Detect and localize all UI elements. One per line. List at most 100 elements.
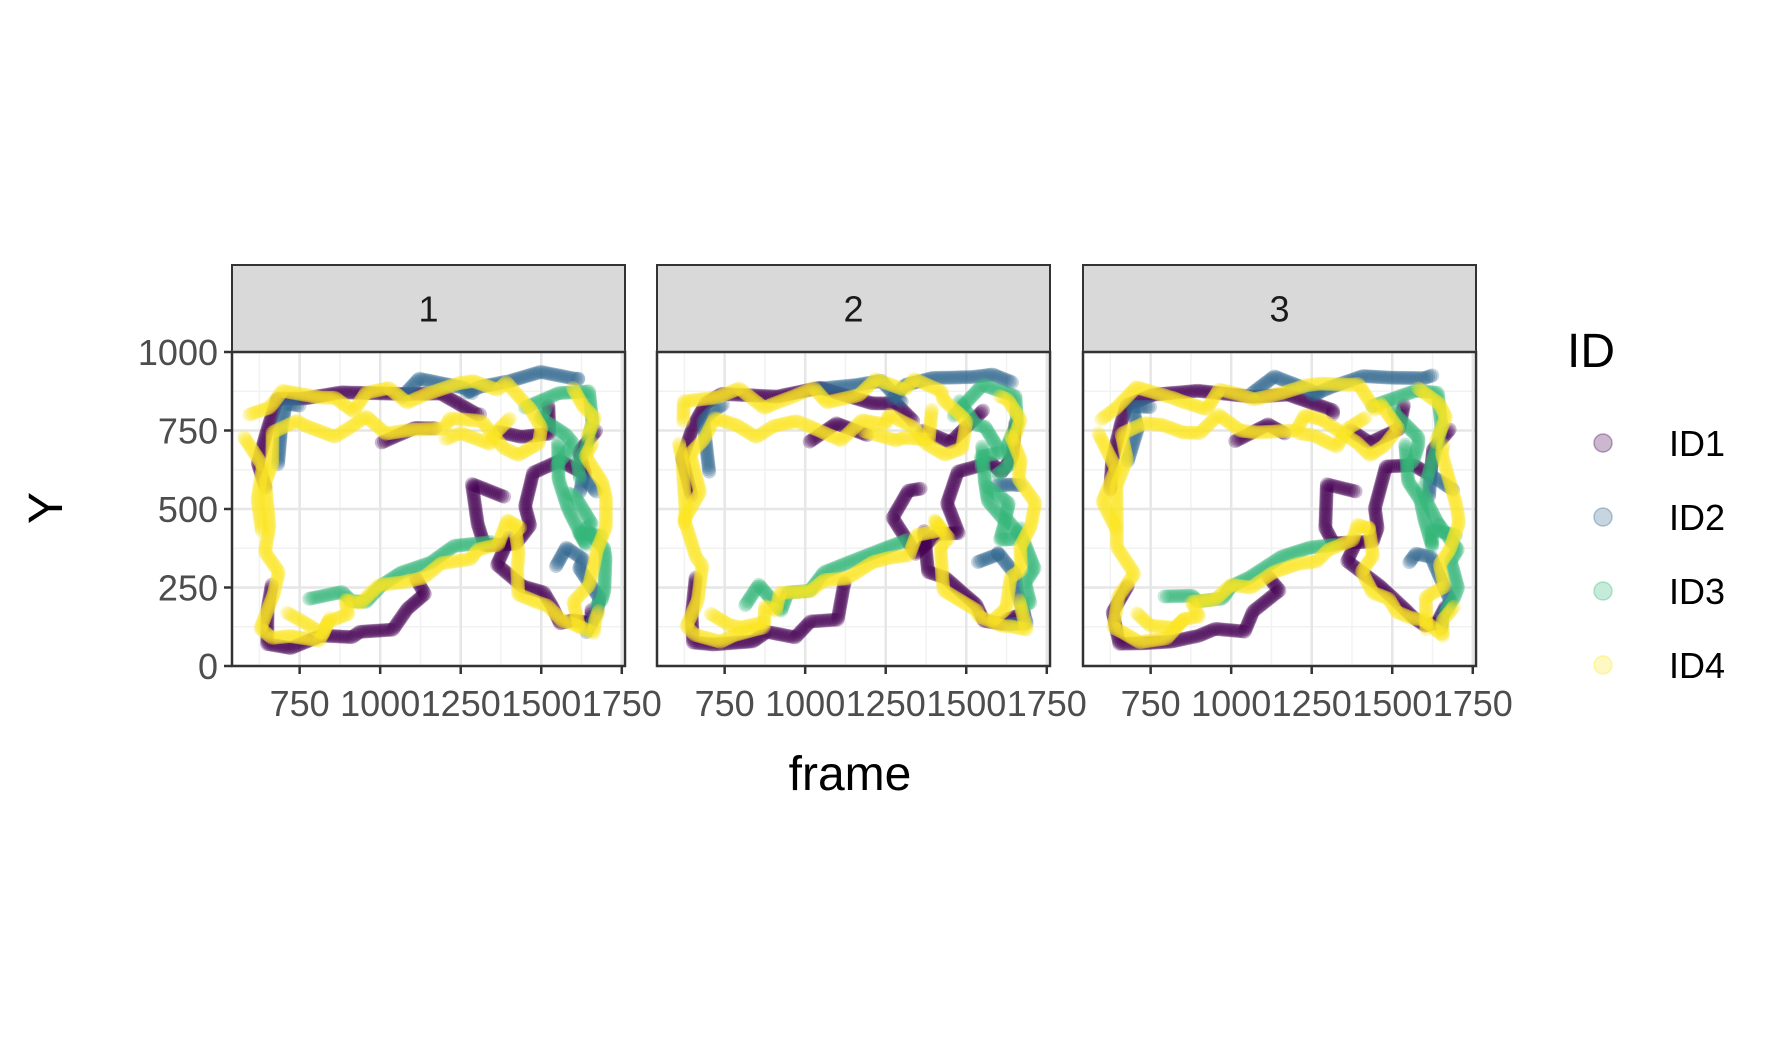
- data-point: [556, 449, 571, 464]
- data-point: [854, 393, 869, 408]
- data-point: [255, 472, 270, 487]
- data-point: [378, 433, 393, 448]
- data-point: [988, 459, 1003, 474]
- data-point: [391, 389, 406, 403]
- data-point: [323, 428, 338, 443]
- data-point: [350, 626, 365, 641]
- data-point: [511, 585, 526, 600]
- data-point: [489, 486, 503, 501]
- data-point: [255, 461, 270, 476]
- data-point: [259, 538, 274, 553]
- data-point: [484, 539, 499, 554]
- data-point: [339, 422, 354, 437]
- data-point: [588, 607, 603, 622]
- data-point: [817, 381, 832, 396]
- data-point: [560, 499, 575, 514]
- data-point: [541, 405, 556, 420]
- data-point: [453, 376, 468, 391]
- data-point: [452, 397, 467, 412]
- data-point: [553, 453, 568, 467]
- data-point: [253, 517, 268, 532]
- data-point: [949, 469, 964, 483]
- data-point: [955, 463, 970, 478]
- data-point: [317, 623, 331, 638]
- data-point: [598, 566, 612, 581]
- data-point: [258, 475, 273, 490]
- data-point: [451, 426, 466, 441]
- data-point: [551, 463, 566, 478]
- data-point: [389, 425, 404, 440]
- data-point: [431, 550, 445, 565]
- data-point: [468, 545, 483, 560]
- data-point: [591, 528, 606, 543]
- data-point: [515, 445, 529, 460]
- data-point: [552, 611, 567, 626]
- data-point: [819, 382, 834, 397]
- data-point: [319, 588, 334, 603]
- data-point: [521, 512, 536, 526]
- data-point: [529, 413, 544, 427]
- data-point: [294, 636, 309, 651]
- data-point: [552, 614, 567, 629]
- data-point: [588, 410, 602, 425]
- data-point: [269, 391, 284, 406]
- data-point: [269, 576, 284, 591]
- data-point: [521, 486, 536, 501]
- data-point: [970, 459, 985, 474]
- data-point: [584, 437, 599, 452]
- data-point: [345, 418, 360, 433]
- data-point: [551, 459, 566, 474]
- data-point: [572, 619, 587, 634]
- data-point: [534, 462, 549, 476]
- data-point: [936, 526, 951, 541]
- data-point: [483, 436, 498, 451]
- data-point: [569, 385, 584, 400]
- data-point: [340, 593, 355, 608]
- data-point: [294, 387, 309, 402]
- data-point: [265, 434, 280, 449]
- data-point: [518, 443, 533, 458]
- data-point: [256, 474, 271, 489]
- data-point: [949, 521, 964, 536]
- data-point: [684, 488, 699, 503]
- data-point: [595, 591, 610, 606]
- data-point: [583, 421, 598, 436]
- data-point: [591, 596, 606, 611]
- data-point: [551, 368, 566, 383]
- data-point: [359, 409, 374, 424]
- data-point: [265, 445, 280, 460]
- data-point: [430, 559, 445, 574]
- data-point: [287, 639, 302, 654]
- data-point: [360, 411, 375, 425]
- data-point: [581, 427, 596, 442]
- data-point: [474, 377, 489, 391]
- data-point: [276, 391, 291, 406]
- data-point: [405, 597, 419, 612]
- data-point: [257, 433, 272, 448]
- data-point: [260, 632, 275, 647]
- data-point: [302, 633, 317, 648]
- data-point: [275, 629, 290, 644]
- data-point: [250, 450, 264, 464]
- data-point: [385, 425, 400, 440]
- data-point: [315, 589, 330, 604]
- data-point: [896, 491, 911, 506]
- data-point: [580, 623, 595, 638]
- data-point: [565, 613, 580, 628]
- data-point: [259, 484, 274, 499]
- data-point: [402, 381, 417, 396]
- data-point: [540, 366, 555, 381]
- data-point: [681, 477, 696, 492]
- data-point: [536, 427, 550, 442]
- data-point: [583, 399, 598, 414]
- data-point: [306, 390, 321, 404]
- data-point: [276, 407, 291, 422]
- data-point: [327, 390, 342, 405]
- data-point: [442, 430, 457, 445]
- data-point: [599, 498, 613, 513]
- data-point: [532, 416, 547, 431]
- data-point: [473, 480, 487, 495]
- data-point: [279, 384, 294, 399]
- data-point: [259, 536, 274, 551]
- data-point: [254, 443, 269, 458]
